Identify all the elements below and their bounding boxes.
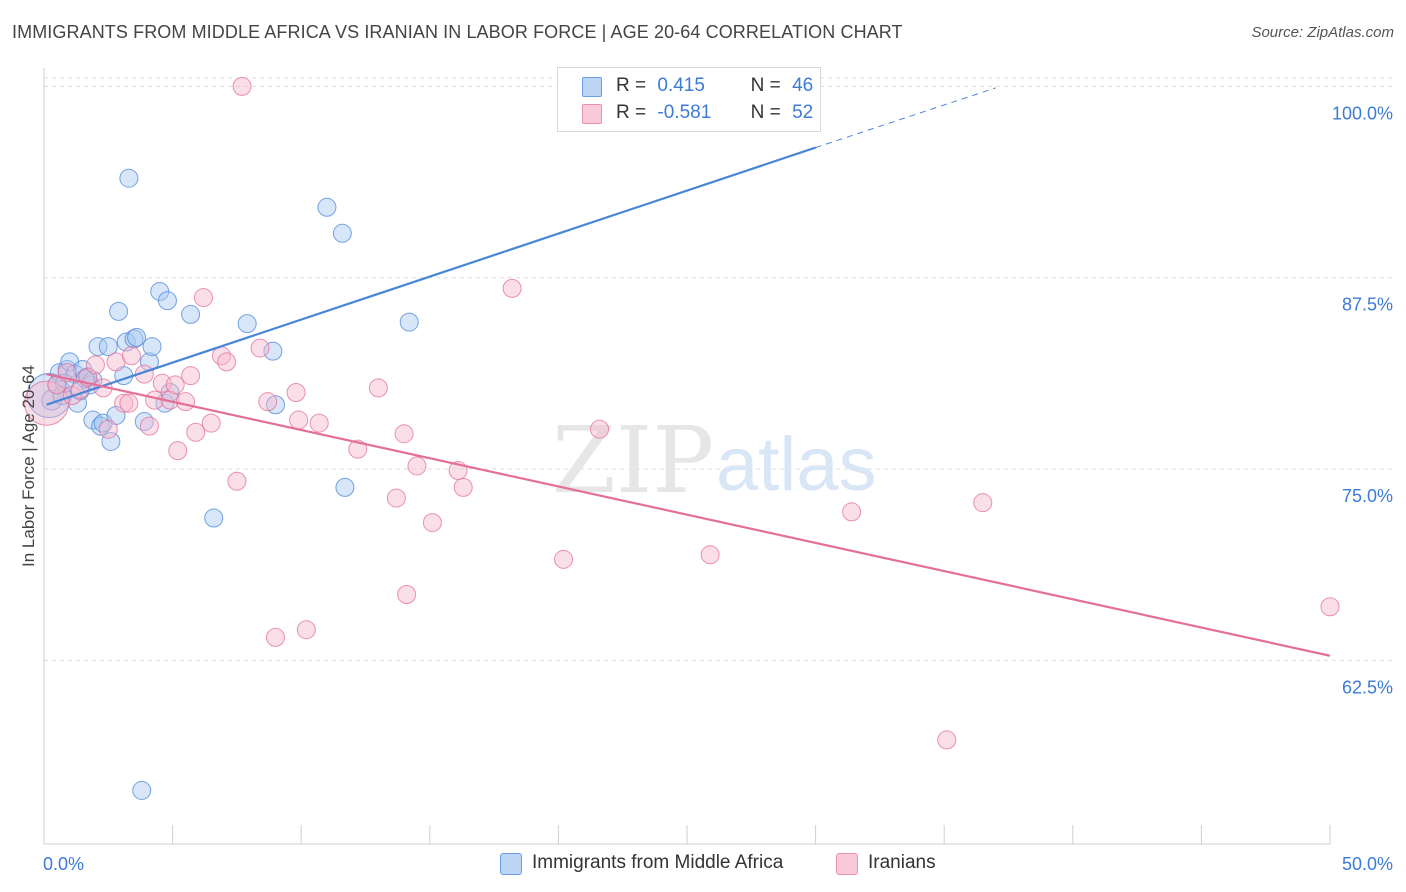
- data-point: [258, 392, 278, 412]
- data-point: [132, 780, 152, 800]
- data-point: [165, 375, 185, 395]
- data-point: [265, 395, 285, 415]
- data-point: [114, 393, 134, 413]
- y-tick-label: 100.0%: [1332, 103, 1393, 123]
- bottom-legend-swatch-iranians: [836, 853, 858, 875]
- legend-n-value: 46: [792, 75, 814, 96]
- data-point: [422, 513, 442, 533]
- data-point: [407, 456, 427, 476]
- data-point: [590, 419, 610, 439]
- legend-swatch-middle-africa: [582, 77, 602, 97]
- data-point: [842, 502, 862, 522]
- data-point: [368, 378, 388, 398]
- legend-r-value: 0.415: [657, 75, 705, 96]
- data-point: [98, 419, 118, 439]
- data-point: [119, 393, 139, 413]
- data-point: [157, 291, 177, 311]
- legend-n-label: N =: [750, 75, 781, 96]
- legend-r-value: -0.581: [657, 102, 712, 123]
- series-middle-africa: [26, 168, 419, 800]
- data-point: [168, 441, 188, 461]
- data-point: [453, 477, 473, 497]
- x-tick-label: 50.0%: [1342, 854, 1393, 874]
- data-point: [88, 337, 108, 357]
- watermark-zip: ZIP: [552, 407, 714, 514]
- data-point: [142, 337, 162, 357]
- data-point: [332, 223, 352, 243]
- bottom-legend-label-middle-africa: Immigrants from Middle Africa: [532, 852, 784, 873]
- y-tick-label: 75.0%: [1342, 486, 1393, 506]
- data-point: [181, 304, 201, 324]
- trend-line: [46, 373, 1331, 657]
- correlation-legend: R = 0.415 N = 46 R = -0.581 N = 52: [557, 67, 821, 132]
- data-point: [119, 168, 139, 188]
- data-point: [83, 410, 103, 430]
- axes: [43, 68, 1331, 845]
- data-point: [227, 471, 247, 491]
- data-point: [554, 549, 574, 569]
- legend-r-label: R =: [616, 102, 647, 123]
- data-point: [127, 327, 147, 347]
- trend-line: [46, 146, 816, 406]
- y-tick-label: 87.5%: [1342, 295, 1393, 315]
- legend-n-label: N =: [750, 102, 781, 123]
- data-point: [204, 508, 224, 528]
- chart-title: IMMIGRANTS FROM MIDDLE AFRICA VS IRANIAN…: [12, 22, 903, 42]
- legend-r-label: R =: [616, 75, 647, 96]
- data-point: [101, 431, 121, 451]
- data-point: [296, 620, 316, 640]
- data-point: [175, 392, 195, 412]
- data-point: [289, 410, 309, 430]
- data-point: [973, 493, 993, 513]
- legend-swatch-iranians: [582, 104, 602, 124]
- data-point: [109, 301, 129, 321]
- legend-n-value: 52: [792, 102, 814, 123]
- tick-labels: 62.5% 75.0% 87.5% 100.0% 0.0% 50.0%: [43, 103, 1393, 874]
- data-point: [700, 545, 720, 565]
- data-point: [394, 424, 414, 444]
- data-point: [181, 366, 201, 386]
- data-point: [309, 413, 329, 433]
- data-point: [139, 416, 159, 436]
- grid-lines: [44, 77, 1394, 661]
- trend-layer: [46, 87, 1331, 657]
- data-point: [399, 312, 419, 332]
- data-point: [335, 477, 355, 497]
- data-point: [263, 341, 283, 361]
- data-point: [193, 288, 213, 308]
- trend-line-extension: [815, 87, 996, 149]
- data-point: [397, 585, 417, 605]
- data-point: [217, 352, 237, 372]
- data-point: [24, 380, 70, 426]
- data-point: [386, 488, 406, 508]
- data-point: [317, 197, 337, 217]
- y-axis-label: In Labor Force | Age 20-64: [19, 365, 38, 567]
- data-point: [186, 422, 206, 442]
- bottom-legend-label-iranians: Iranians: [868, 852, 936, 873]
- data-point: [348, 439, 368, 459]
- data-point: [121, 346, 141, 366]
- watermark-atlas: atlas: [716, 422, 877, 507]
- data-point: [237, 314, 257, 334]
- data-point: [232, 76, 252, 96]
- data-point: [98, 337, 118, 357]
- data-point: [91, 416, 111, 436]
- data-point: [201, 413, 221, 433]
- data-point: [1320, 597, 1340, 617]
- bottom-legend-swatch-middle-africa: [500, 853, 522, 875]
- data-point: [250, 338, 270, 358]
- y-tick-label: 62.5%: [1342, 677, 1393, 697]
- x-tick-label: 0.0%: [43, 854, 84, 874]
- data-point: [85, 355, 105, 375]
- watermark: ZIP atlas: [552, 407, 877, 514]
- data-point: [265, 627, 285, 647]
- data-point: [502, 278, 522, 298]
- data-point: [937, 730, 957, 750]
- chart-source: Source: ZipAtlas.com: [1251, 24, 1394, 41]
- data-point: [286, 382, 306, 402]
